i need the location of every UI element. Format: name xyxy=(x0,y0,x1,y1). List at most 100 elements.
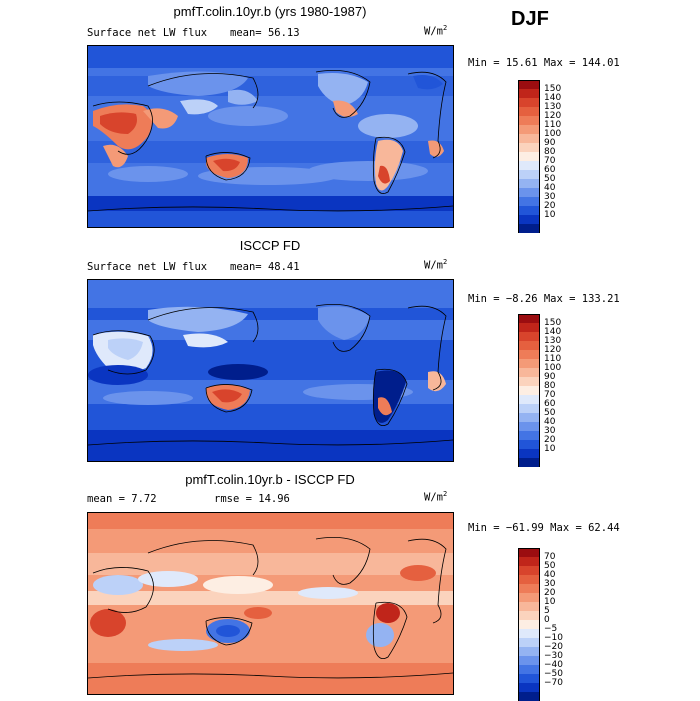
colorbar-tick-label: 70 xyxy=(544,390,556,400)
colorbar-tick-label: 90 xyxy=(544,138,556,148)
panel-1-map xyxy=(87,45,454,228)
colorbar-tick-label: −30 xyxy=(544,651,563,661)
colorbar-tick-label: 60 xyxy=(544,165,556,175)
panel-2-units: W/m2 xyxy=(424,258,448,272)
panel-3-units: W/m2 xyxy=(424,490,448,504)
colorbar-tick-label: 120 xyxy=(544,111,562,121)
colorbar-swatch xyxy=(518,692,540,701)
colorbar-swatch xyxy=(518,584,540,593)
colorbar-tick-label: 110 xyxy=(544,120,562,130)
colorbar-tick-label: 70 xyxy=(544,156,556,166)
colorbar-swatch xyxy=(518,683,540,692)
colorbar-swatch xyxy=(518,341,540,350)
colorbar-tick-label: 80 xyxy=(544,147,556,157)
colorbar-tick-label: 5 xyxy=(544,606,550,616)
colorbar-tick-label: 100 xyxy=(544,363,562,373)
colorbar-tick-label: 60 xyxy=(544,399,556,409)
colorbar-tick-label: −5 xyxy=(544,624,558,634)
colorbar-swatch xyxy=(518,368,540,377)
colorbar-swatch xyxy=(518,557,540,566)
colorbar-tick-label: 20 xyxy=(544,435,556,445)
colorbar-swatch xyxy=(518,647,540,656)
colorbar-tick-label: 10 xyxy=(544,444,556,454)
colorbar-swatch xyxy=(518,656,540,665)
panel-1-minmax: Min = 15.61 Max = 144.01 xyxy=(468,57,620,69)
colorbar-swatch xyxy=(518,674,540,683)
colorbar-tick-label: 40 xyxy=(544,183,556,193)
colorbar-tick-label: 70 xyxy=(544,552,556,562)
colorbar-swatch xyxy=(518,458,540,467)
panel-3-minmax: Min = −61.99 Max = 62.44 xyxy=(468,522,620,534)
colorbar-swatch xyxy=(518,170,540,179)
panel-1-colorbar: 150 140 130 120 110 100 90 80 70 60 50 40 30 20 10 xyxy=(518,80,561,233)
colorbar-tick-label: 40 xyxy=(544,417,556,427)
colorbar-swatch xyxy=(518,593,540,602)
colorbar-tick-label: 30 xyxy=(544,579,556,589)
colorbar-swatch xyxy=(518,611,540,620)
panel-2-mean: mean= 48.41 xyxy=(230,261,300,273)
colorbar-swatch xyxy=(518,179,540,188)
colorbar-swatch xyxy=(518,449,540,458)
colorbar-tick-label: 50 xyxy=(544,174,556,184)
colorbar-swatch xyxy=(518,125,540,134)
colorbar-tick-label: −50 xyxy=(544,669,563,679)
panel-1-variable-label: Surface net LW flux xyxy=(87,27,208,39)
panel-2-minmax: Min = −8.26 Max = 133.21 xyxy=(468,293,620,305)
colorbar-tick-label: 130 xyxy=(544,336,562,346)
panel-2-variable-label: Surface net LW flux xyxy=(87,261,208,273)
colorbar-tick-label: 150 xyxy=(544,84,562,94)
colorbar-swatch xyxy=(518,152,540,161)
colorbar-swatch xyxy=(518,188,540,197)
colorbar-swatch xyxy=(518,224,540,233)
colorbar-tick-label: 50 xyxy=(544,408,556,418)
colorbar-swatch xyxy=(518,215,540,224)
colorbar-swatch xyxy=(518,314,540,323)
colorbar-tick-label: 110 xyxy=(544,354,562,364)
colorbar-tick-label: 120 xyxy=(544,345,562,355)
colorbar-swatch xyxy=(518,413,540,422)
colorbar-swatch xyxy=(518,665,540,674)
colorbar-tick-label: 20 xyxy=(544,201,556,211)
panel-3-map xyxy=(87,512,454,695)
colorbar-swatch xyxy=(518,602,540,611)
colorbar-swatch xyxy=(518,350,540,359)
colorbar-swatch xyxy=(518,332,540,341)
colorbar-swatch xyxy=(518,206,540,215)
panel-2-colorbar: 150 140 130 120 110 100 90 80 70 60 50 40 30 20 10 xyxy=(518,314,561,467)
colorbar-tick-label: 80 xyxy=(544,381,556,391)
panel-3-mean: mean = 7.72 xyxy=(87,493,157,505)
colorbar-swatch xyxy=(518,422,540,431)
colorbar-tick-label: 20 xyxy=(544,588,556,598)
colorbar-swatch xyxy=(518,377,540,386)
colorbar-swatch xyxy=(518,431,540,440)
colorbar-swatch xyxy=(518,440,540,449)
colorbar-tick-label: 30 xyxy=(544,192,556,202)
panel-3-rmse: rmse = 14.96 xyxy=(214,493,290,505)
colorbar-tick-label: 0 xyxy=(544,615,550,625)
colorbar-swatch xyxy=(518,197,540,206)
panel-1-title: pmfT.colin.10yr.b (yrs 1980-1987) xyxy=(173,4,367,19)
colorbar-tick-label: 130 xyxy=(544,102,562,112)
colorbar-tick-label: 90 xyxy=(544,372,556,382)
colorbar-swatch xyxy=(518,404,540,413)
colorbar-swatch xyxy=(518,80,540,89)
colorbar-swatch xyxy=(518,386,540,395)
panel-1-mean: mean= 56.13 xyxy=(230,27,300,39)
colorbar-swatch xyxy=(518,629,540,638)
panel-2-title: ISCCP FD xyxy=(239,238,301,253)
colorbar-swatch xyxy=(518,575,540,584)
colorbar-tick-label: 50 xyxy=(544,561,556,571)
colorbar-swatch xyxy=(518,98,540,107)
panel-1-units: W/m2 xyxy=(424,24,448,38)
colorbar-swatch xyxy=(518,134,540,143)
colorbar-swatch xyxy=(518,107,540,116)
panel-3-colorbar: 70 50 40 30 20 10 5 0 −5 −10 −20 −30 −40 −50 −70 xyxy=(518,548,563,701)
colorbar-tick-label: 150 xyxy=(544,318,562,328)
season-label: DJF xyxy=(511,8,549,30)
colorbar-swatch xyxy=(518,161,540,170)
colorbar-tick-label: 10 xyxy=(544,210,556,220)
colorbar-swatch xyxy=(518,566,540,575)
colorbar-tick-label: −70 xyxy=(544,678,563,688)
colorbar-tick-label: 140 xyxy=(544,327,562,337)
colorbar-swatch xyxy=(518,548,540,557)
